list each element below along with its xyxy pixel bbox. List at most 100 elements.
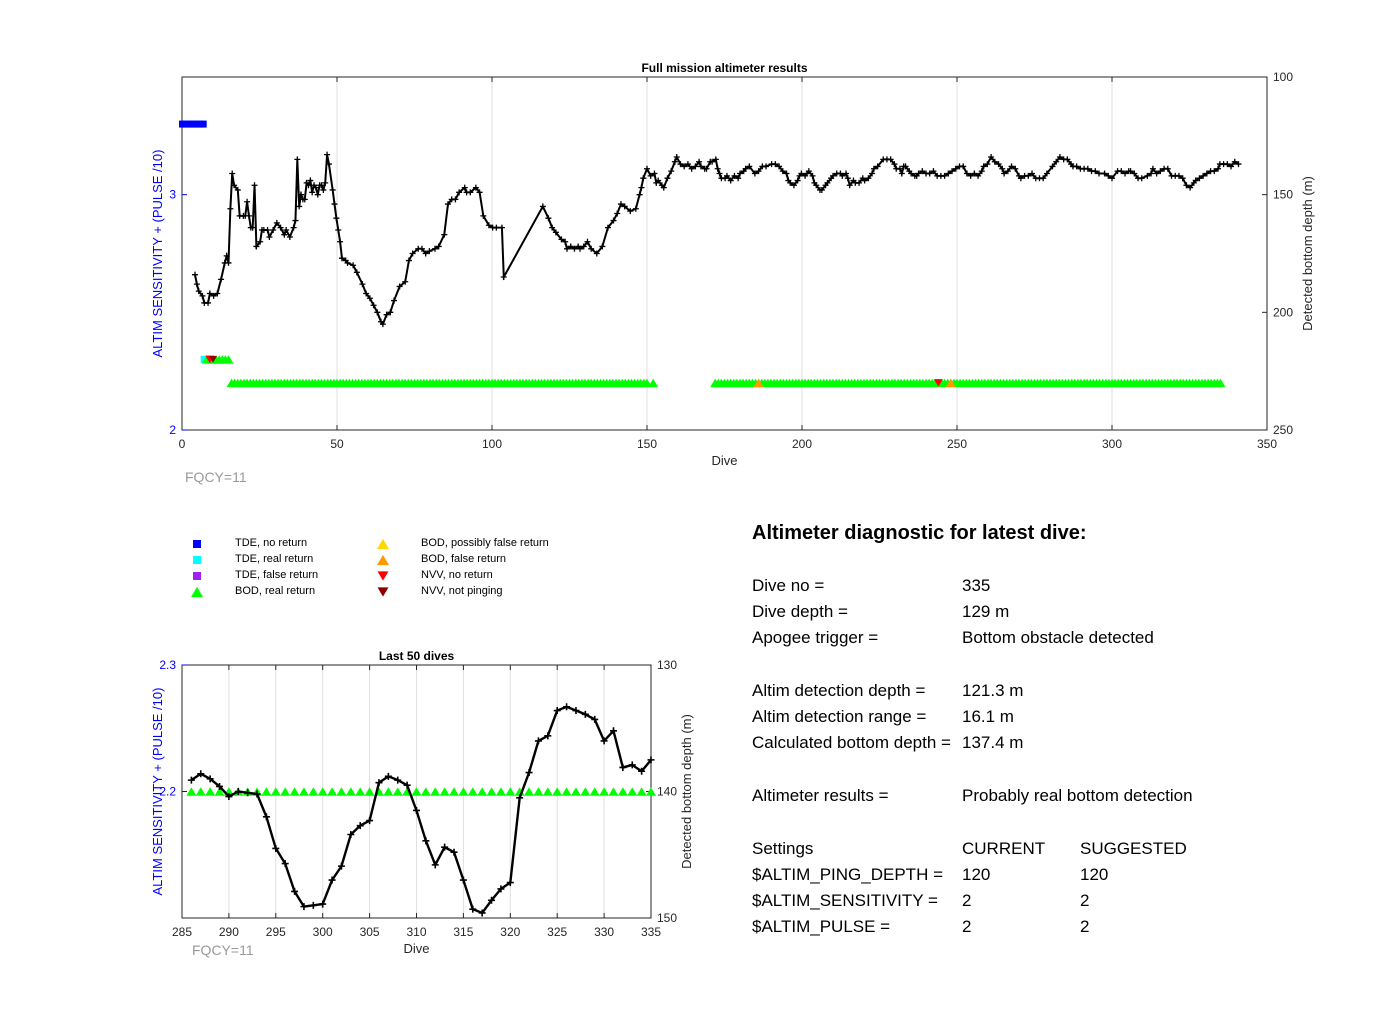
main-depth-point: [359, 281, 366, 288]
main-depth-point: [1008, 163, 1015, 170]
main-depth-point: [312, 184, 319, 191]
last50-depth-point: [337, 862, 345, 870]
main-depth-point: [896, 165, 903, 172]
main-nvv-not-pinging-marker: [209, 356, 217, 363]
main-depth-point: [692, 163, 699, 170]
main-depth-series-line: [194, 154, 1240, 327]
main-depth-point: [632, 205, 639, 212]
diagnostic-title: Altimeter diagnostic for latest dive:: [752, 522, 1087, 544]
last50-depth-point: [450, 848, 458, 856]
last50-depth-point: [309, 901, 317, 909]
main-depth-point: [716, 170, 723, 177]
last50-depth-point: [244, 789, 252, 797]
main-depth-point: [1175, 172, 1182, 179]
main-x-tick-label: 250: [947, 437, 967, 451]
main-depth-point: [577, 245, 584, 252]
main-depth-point: [1138, 175, 1145, 182]
last50-bod-real-return-marker: [439, 787, 450, 796]
main-depth-point: [772, 161, 779, 168]
last50-bod-real-return-marker: [289, 787, 300, 796]
main-tde-no-return-marker: [200, 120, 207, 128]
sensitivity-label: $ALTIM_SENSITIVITY =: [752, 891, 938, 910]
main-depth-point: [480, 212, 487, 219]
main-bod-real-return-marker: [648, 378, 659, 388]
main-depth-point: [869, 170, 876, 177]
main-depth-point: [714, 165, 721, 172]
main-depth-point: [588, 245, 595, 252]
main-tde-no-return-marker: [185, 120, 192, 128]
legend-marker-3: [193, 572, 201, 580]
main-depth-point: [742, 165, 749, 172]
main-depth-point: [206, 290, 213, 297]
main-depth-point: [296, 203, 303, 210]
main-depth-point: [467, 189, 474, 196]
last50-y-right-tick-label: 140: [657, 785, 677, 799]
main-depth-point: [1127, 168, 1134, 175]
main-depth-point: [251, 182, 258, 189]
last50-depth-point: [619, 763, 627, 771]
last50-bod-real-return-marker: [317, 787, 328, 796]
main-depth-point: [264, 226, 271, 233]
pulse-current: 2: [962, 917, 972, 936]
legend-label-1: TDE, no return: [235, 537, 308, 549]
apogee-label: Apogee trigger =: [752, 628, 879, 647]
main-depth-point: [995, 161, 1002, 168]
main-depth-point: [426, 248, 433, 255]
last50-bod-real-return-marker: [505, 787, 516, 796]
main-depth-point: [593, 250, 600, 257]
last50-y-right-tick-label: 130: [657, 658, 677, 672]
main-depth-point: [843, 170, 850, 177]
last50-depth-point: [413, 806, 420, 814]
main-depth-point: [431, 245, 438, 252]
main-depth-point: [1004, 168, 1011, 175]
main-y-right-tick-label: 150: [1273, 188, 1293, 202]
main-depth-point: [1203, 170, 1210, 177]
last50-depth-point: [459, 876, 467, 884]
main-depth-point: [337, 238, 344, 245]
main-depth-point: [1228, 163, 1235, 170]
main-depth-point: [984, 161, 991, 168]
main-depth-point: [712, 156, 719, 163]
altim-depth-label: Altim detection depth =: [752, 681, 926, 700]
sensitivity-suggested: 2: [1080, 891, 1090, 910]
main-depth-point: [621, 203, 628, 210]
main-depth-point: [697, 163, 704, 170]
main-depth-point: [865, 175, 872, 182]
main-depth-point: [281, 231, 288, 238]
main-depth-point: [1049, 163, 1056, 170]
results-label: Altimeter results =: [752, 786, 889, 805]
main-depth-point: [231, 182, 238, 189]
main-depth-point: [1131, 170, 1138, 177]
main-depth-point: [363, 290, 370, 297]
main-depth-point: [218, 276, 225, 283]
main-depth-point: [1200, 172, 1207, 179]
apogee-value: Bottom obstacle detected: [962, 628, 1154, 647]
main-depth-point: [798, 170, 805, 177]
main-depth-point: [763, 163, 770, 170]
main-depth-point: [391, 297, 398, 304]
main-depth-point: [930, 168, 937, 175]
main-depth-point: [329, 186, 336, 193]
main-depth-point: [366, 295, 373, 302]
last50-depth-point: [469, 905, 477, 913]
legend-marker-8: [377, 587, 389, 597]
last50-bod-real-return-marker: [270, 787, 281, 796]
calc-depth-label: Calculated bottom depth =: [752, 733, 951, 752]
main-depth-point: [539, 203, 546, 210]
main-y-left-tick-label: 3: [169, 188, 176, 202]
last50-bod-real-return-marker: [280, 787, 291, 796]
main-depth-point: [249, 224, 256, 231]
main-bod-real-return-marker: [223, 355, 234, 364]
main-depth-point: [671, 158, 678, 165]
last50-bod-real-return-marker: [298, 787, 309, 796]
main-depth-point: [1224, 161, 1231, 168]
last50-depth-point: [563, 703, 571, 711]
last50-depth-point: [272, 844, 280, 852]
main-depth-point: [500, 274, 507, 281]
main-depth-point: [614, 210, 621, 217]
main-depth-point: [941, 172, 948, 179]
last50-y-left-axis-label: ALTIM SENSITIVITY + (PULSE /10): [150, 688, 165, 896]
main-x-tick-label: 300: [1102, 437, 1122, 451]
main-depth-point: [949, 168, 956, 175]
main-depth-point: [210, 292, 217, 299]
